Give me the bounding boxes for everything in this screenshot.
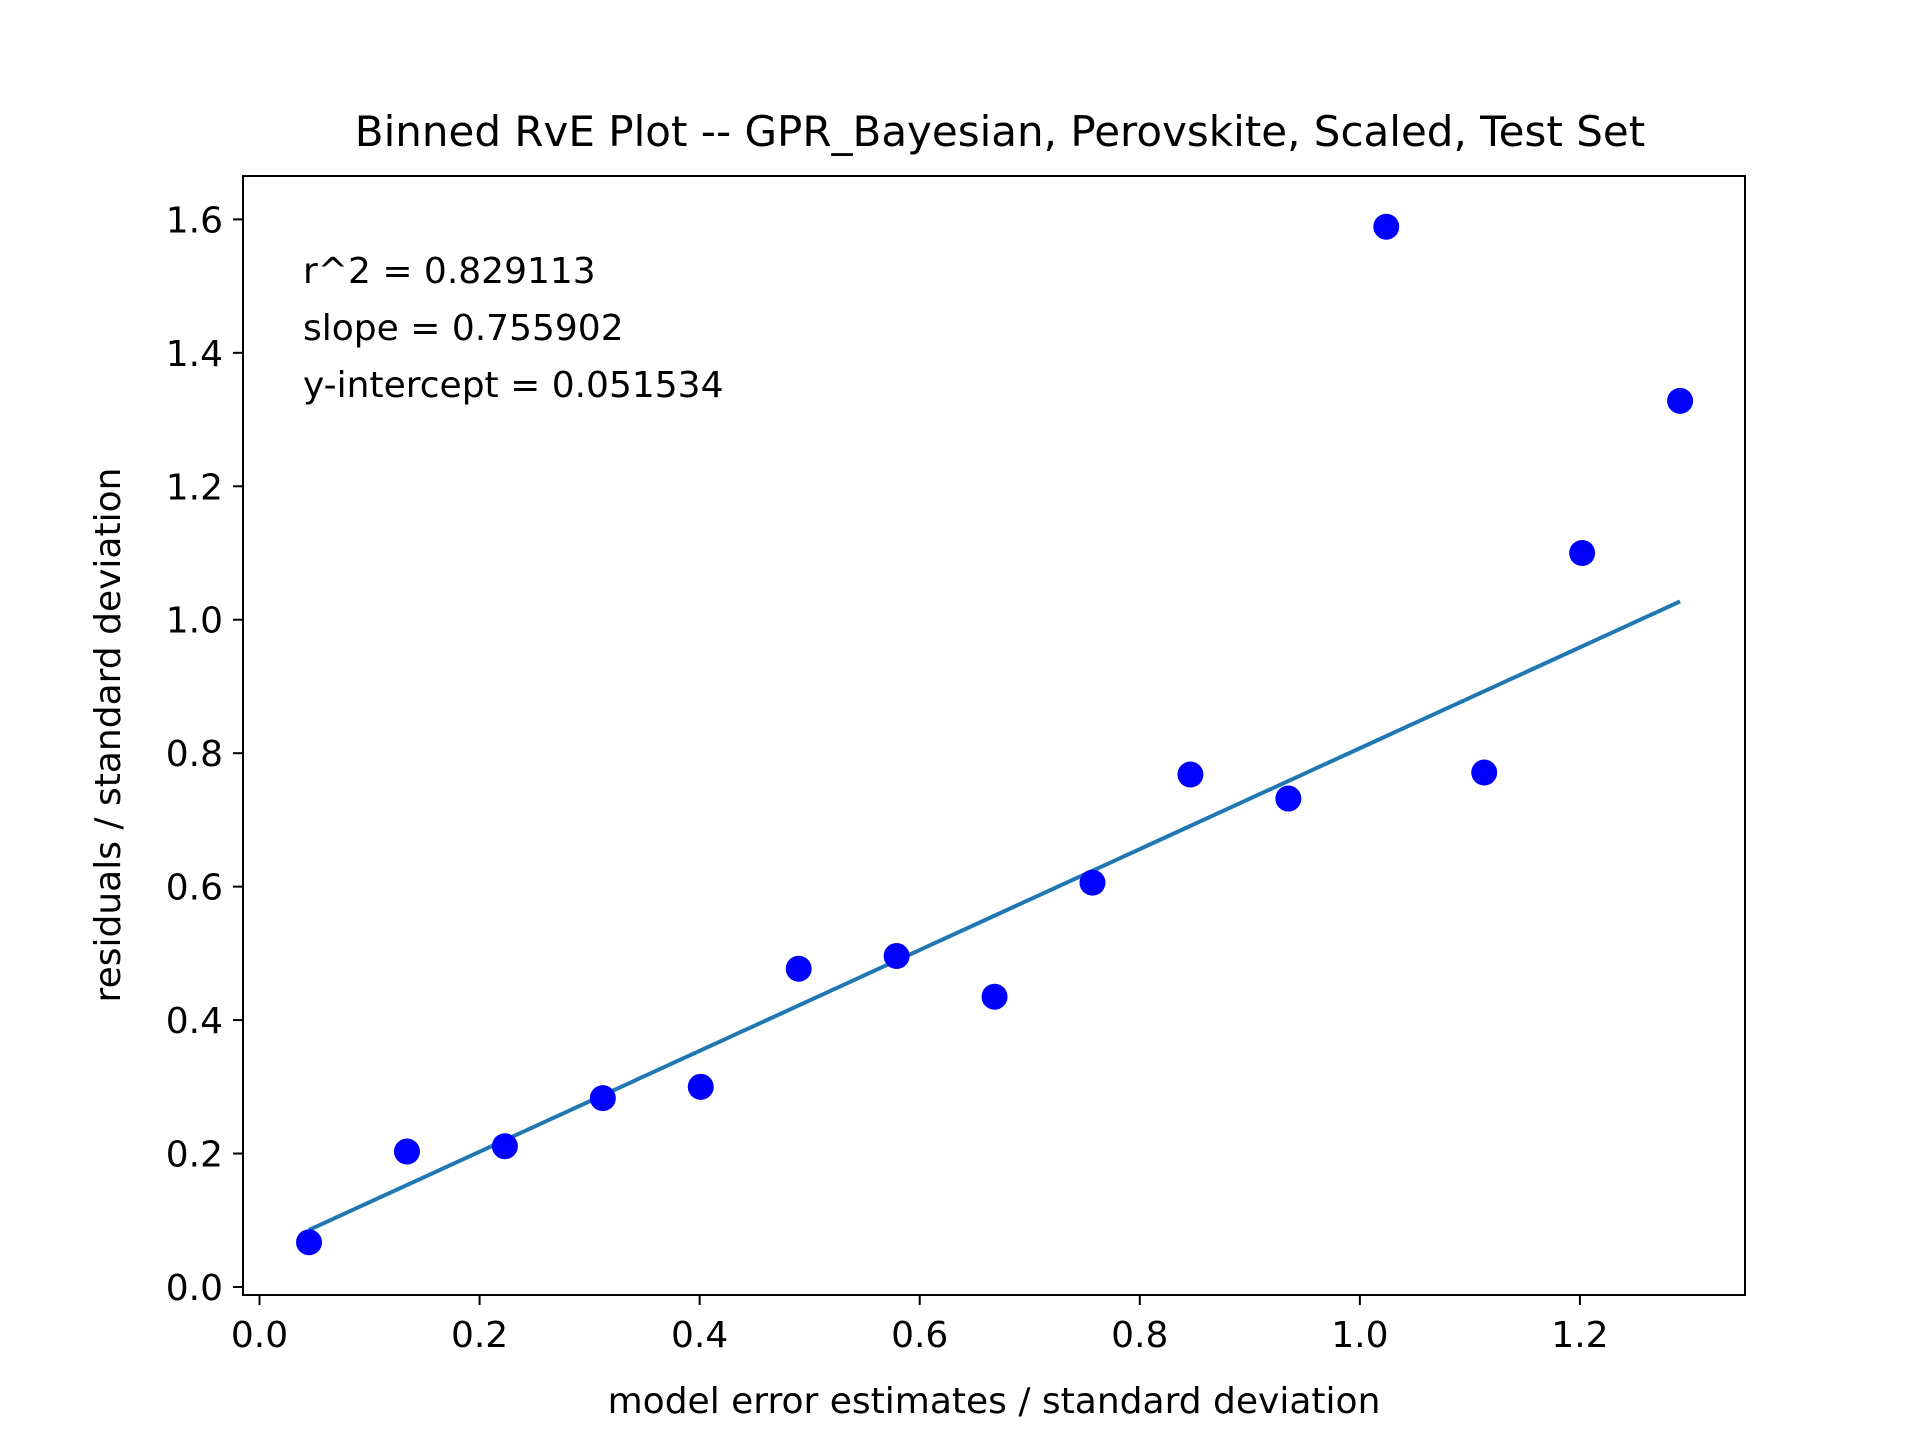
y-tick-label: 1.6 (166, 200, 223, 241)
y-axis-label: residuals / standard deviation (88, 468, 129, 1003)
data-point (589, 1085, 616, 1112)
x-tick-label: 1.2 (1551, 1315, 1608, 1356)
y-tick-label: 0.4 (166, 1001, 223, 1042)
y-axis-ticks: 0.0 0.2 0.4 0.6 0.8 1.0 1.2 1.4 1.6 (166, 200, 243, 1309)
data-point (883, 943, 910, 970)
y-tick-label: 1.2 (166, 467, 223, 508)
x-tick-label: 1.0 (1331, 1315, 1388, 1356)
regression-line (308, 599, 1681, 1232)
x-tick-label: 0.8 (1111, 1315, 1168, 1356)
y-tick-label: 1.4 (166, 334, 223, 375)
data-point (785, 955, 812, 982)
y-tick-label: 0.6 (166, 868, 223, 909)
data-point (1471, 759, 1498, 786)
data-point (491, 1133, 518, 1160)
fit-statistics: r^2 = 0.829113 slope = 0.755902 y-interc… (303, 251, 724, 406)
x-tick-label: 0.4 (671, 1315, 728, 1356)
data-point (296, 1229, 323, 1256)
data-point (1569, 540, 1596, 567)
y-tick-label: 0.2 (166, 1135, 223, 1176)
data-point (687, 1073, 714, 1100)
annotation-y-intercept: y-intercept = 0.051534 (303, 365, 724, 406)
data-point (393, 1138, 420, 1165)
data-point (1177, 761, 1204, 788)
y-tick-label: 0.0 (166, 1268, 223, 1309)
x-axis-label: model error estimates / standard deviati… (608, 1381, 1381, 1422)
chart-title: Binned RvE Plot -- GPR_Bayesian, Perovsk… (355, 107, 1645, 156)
data-point (1079, 869, 1106, 896)
x-tick-label: 0.6 (891, 1315, 948, 1356)
y-tick-label: 0.8 (166, 734, 223, 775)
x-tick-label: 0.0 (231, 1315, 288, 1356)
x-axis-ticks: 0.0 0.2 0.4 0.6 0.8 1.0 1.2 (231, 1295, 1609, 1356)
annotation-r-squared: r^2 = 0.829113 (303, 251, 596, 292)
y-tick-label: 1.0 (166, 601, 223, 642)
x-tick-label: 0.2 (451, 1315, 508, 1356)
data-point (1373, 213, 1400, 240)
plot-frame (242, 175, 1746, 1296)
data-point (1275, 785, 1302, 812)
data-point (981, 983, 1008, 1010)
annotation-slope: slope = 0.755902 (303, 308, 624, 349)
plot-area (296, 213, 1694, 1256)
data-point (1667, 387, 1694, 414)
